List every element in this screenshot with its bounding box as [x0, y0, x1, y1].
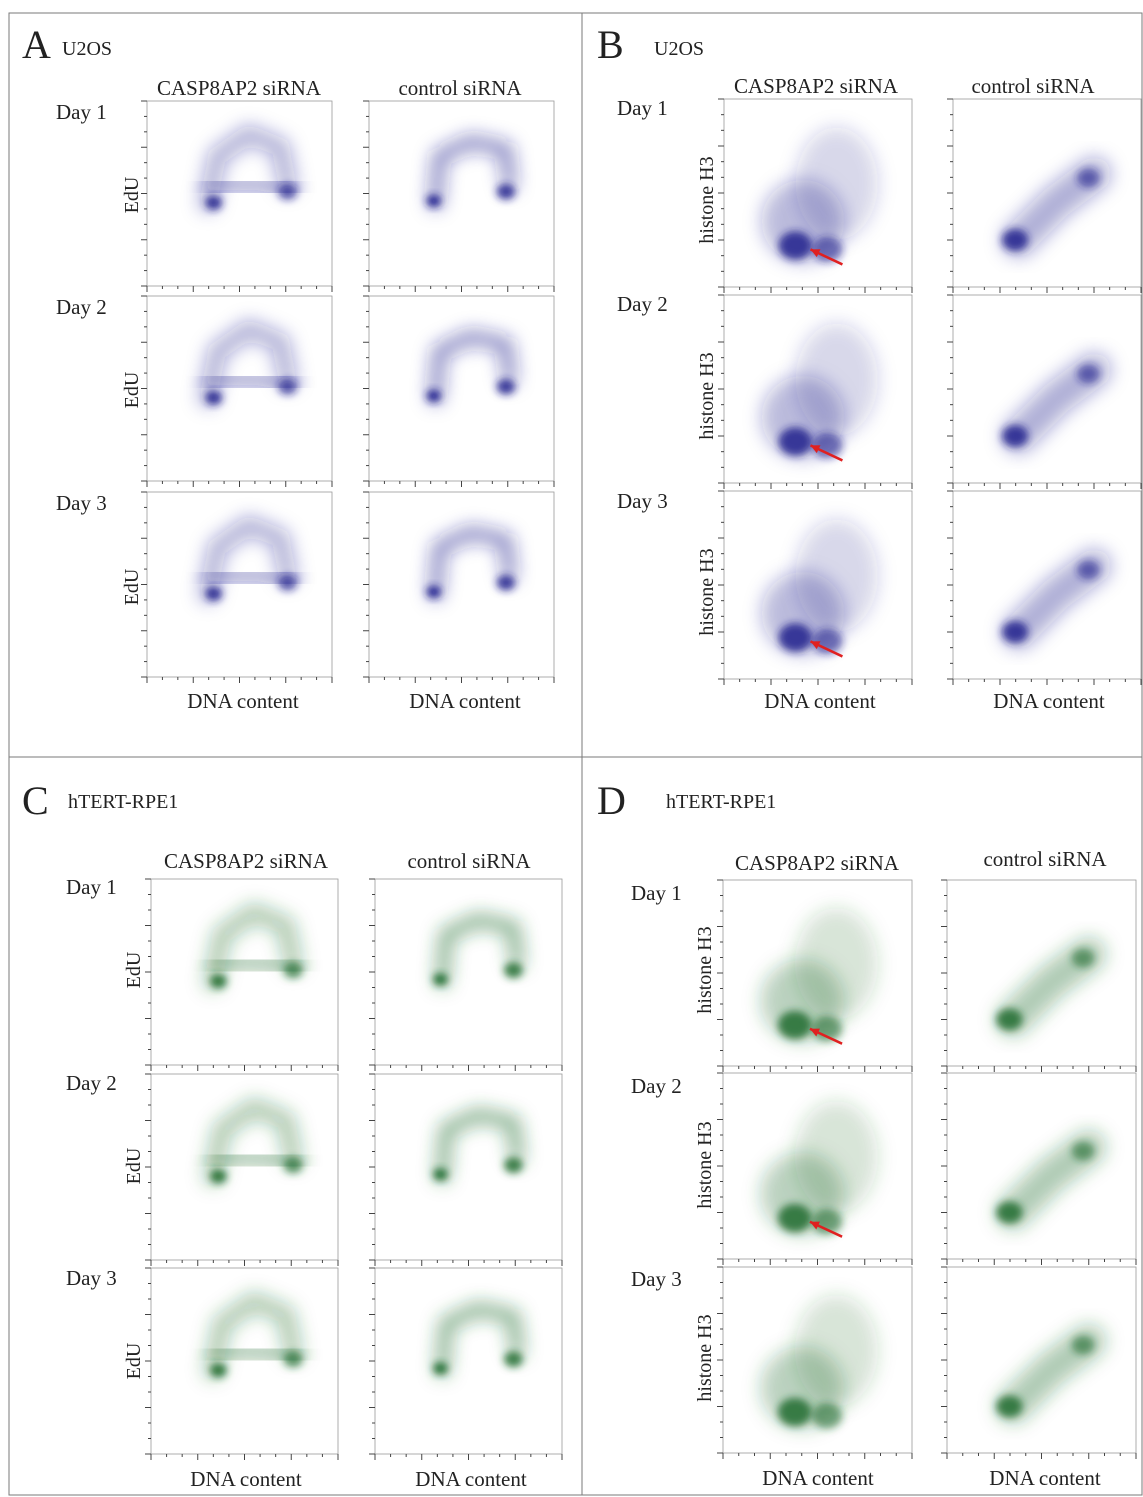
panel-A-day-1: Day 1: [56, 100, 107, 124]
panel-D-col-1: CASP8AP2 siRNA: [735, 851, 900, 875]
density-plot: [718, 490, 913, 685]
panel-C-day-3: Day 3: [66, 1266, 117, 1290]
panel-B-xlabel-2: DNA content: [993, 689, 1105, 713]
panel-D-day-3: Day 3: [631, 1267, 682, 1291]
panel-A-xlabel-1: DNA content: [187, 689, 299, 713]
red-arrow-icon: [809, 248, 843, 266]
plot-box: [150, 878, 339, 1066]
panel-A-ylabel-2: EdU: [121, 371, 143, 408]
panel-A-day-2: Day 2: [56, 295, 107, 319]
panel-B-ylabel-1: histone H3: [696, 156, 718, 243]
red-arrow-icon: [809, 1220, 843, 1238]
plot-box: [374, 1073, 563, 1261]
panel-D-letter: D: [597, 778, 626, 823]
panel-D-ylabel-3: histone H3: [694, 1314, 716, 1401]
plot-box: [374, 1267, 563, 1455]
panel-C-day-2: Day 2: [66, 1071, 117, 1095]
panel-A-day-3: Day 3: [56, 491, 107, 515]
density-plot: [363, 100, 555, 292]
panel-A-ylabel-3: EdU: [121, 568, 143, 605]
panel-C-cell-line: hTERT-RPE1: [68, 791, 178, 813]
plot-box: [368, 295, 555, 482]
panel-B-day-1: Day 1: [617, 96, 668, 120]
panel-D-day-1: Day 1: [631, 881, 682, 905]
panel-B-letter: B: [597, 22, 624, 67]
density-plot: [363, 491, 555, 683]
density-plot: [145, 1073, 339, 1266]
panel-A-xlabel-2: DNA content: [409, 689, 521, 713]
plot-box: [374, 878, 563, 1066]
panel-C-xlabel-1: DNA content: [190, 1467, 302, 1491]
density-plot: [941, 879, 1137, 1072]
density-plot: [363, 295, 555, 487]
density-plot: [718, 294, 913, 489]
panel-B-ylabel-3: histone H3: [696, 548, 718, 635]
red-arrow-icon: [809, 1027, 843, 1045]
panel-B-ylabel-2: histone H3: [696, 352, 718, 439]
plot-box: [368, 491, 555, 678]
panel-D-col-2: control siRNA: [983, 847, 1107, 871]
panel-C-letter: C: [22, 778, 49, 823]
density-plot: [941, 1266, 1137, 1459]
density-plot: [369, 1267, 563, 1460]
red-arrow-icon: [809, 640, 843, 658]
density-plot: [947, 294, 1142, 489]
panel-D-cell-line: hTERT-RPE1: [666, 791, 776, 813]
figure-frame: [8, 12, 1143, 1496]
panel-C-col-1: CASP8AP2 siRNA: [164, 849, 329, 873]
panel-B-day-2: Day 2: [617, 292, 668, 316]
density-plot: [141, 491, 333, 683]
panel-D-ylabel-2: histone H3: [694, 1121, 716, 1208]
density-plot: [141, 100, 333, 292]
plot-box: [146, 100, 333, 287]
density-plot: [941, 1072, 1137, 1265]
red-arrow-icon: [809, 444, 843, 462]
panel-B-col-1: CASP8AP2 siRNA: [734, 74, 899, 98]
plot-box: [150, 1267, 339, 1455]
panel-A-cell-line: U2OS: [62, 38, 112, 60]
panel-B-cell-line: U2OS: [654, 38, 704, 60]
panel-D-day-2: Day 2: [631, 1074, 682, 1098]
panel-B-xlabel-1: DNA content: [764, 689, 876, 713]
panel-A-letter: A: [22, 22, 51, 67]
plot-box: [146, 491, 333, 678]
panel-C-ylabel-2: EdU: [123, 1147, 145, 1184]
density-plot: [145, 1267, 339, 1460]
panel-B-col-2: control siRNA: [971, 74, 1095, 98]
panel-A-ylabel-1: EdU: [121, 176, 143, 213]
density-plot: [717, 1266, 913, 1459]
panel-A-col-2: control siRNA: [398, 76, 522, 100]
panel-C-ylabel-3: EdU: [123, 1342, 145, 1379]
density-plot: [141, 295, 333, 487]
panel-D-xlabel-1: DNA content: [762, 1466, 874, 1490]
panel-C-col-2: control siRNA: [407, 849, 531, 873]
density-plot: [717, 1072, 913, 1265]
panel-C-ylabel-1: EdU: [123, 951, 145, 988]
density-plot: [369, 878, 563, 1071]
plot-box: [146, 295, 333, 482]
panel-D-ylabel-1: histone H3: [694, 926, 716, 1013]
panel-B-day-3: Day 3: [617, 489, 668, 513]
density-plot: [947, 98, 1142, 293]
plot-box: [150, 1073, 339, 1261]
density-plot: [145, 878, 339, 1071]
density-plot: [369, 1073, 563, 1266]
panel-D-xlabel-2: DNA content: [989, 1466, 1101, 1490]
density-plot: [717, 879, 913, 1072]
panel-A-col-1: CASP8AP2 siRNA: [157, 76, 322, 100]
plot-box: [368, 100, 555, 287]
panel-C-day-1: Day 1: [66, 875, 117, 899]
density-plot: [718, 98, 913, 293]
density-plot: [947, 490, 1142, 685]
density-plots: [141, 98, 1142, 1460]
panel-C-xlabel-2: DNA content: [415, 1467, 527, 1491]
